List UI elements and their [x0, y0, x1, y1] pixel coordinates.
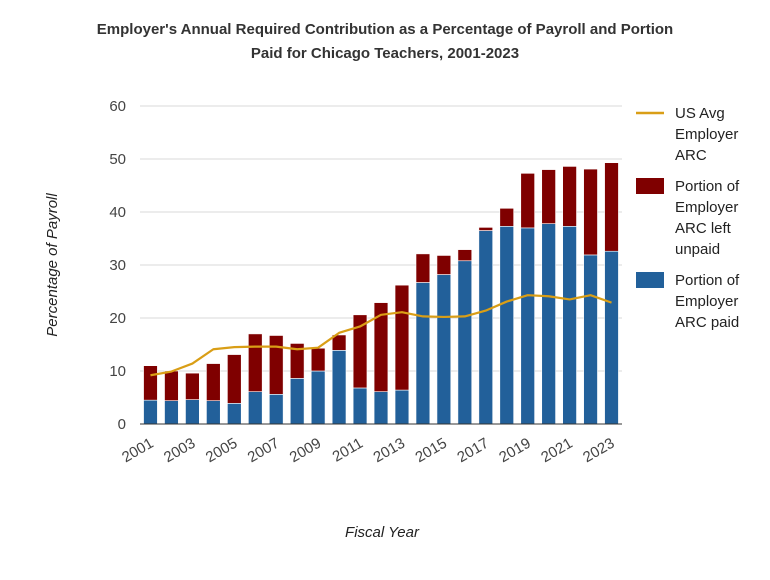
x-tick-label: 2005 [203, 435, 240, 466]
x-tick-label: 2021 [538, 435, 575, 466]
legend-swatch-unpaid [636, 178, 664, 194]
y-tick-label: 10 [109, 363, 126, 380]
bar-unpaid [227, 354, 242, 404]
y-axis-title: Percentage of Payroll [44, 193, 61, 337]
series-line-us-avg [150, 294, 612, 377]
legend-label-paid: Portion of Employer ARC paid [675, 272, 740, 331]
y-tick-label: 50 [109, 151, 126, 168]
bar-paid [269, 394, 284, 425]
legend-swatch-paid [636, 272, 664, 288]
chart-title-line-1: Employer's Annual Required Contribution … [96, 21, 674, 38]
x-tick-label: 2011 [330, 435, 366, 466]
bar-paid [541, 223, 556, 425]
chart-title-line-2: Paid for Chicago Teachers, 2001-2023 [250, 45, 520, 62]
x-tick-label: 2023 [580, 435, 617, 466]
bar-unpaid [604, 162, 619, 252]
x-tick-label: 2001 [119, 435, 156, 466]
line-layer [150, 294, 612, 377]
legend-label-us-avg: US Avg Employer ARC [675, 105, 738, 164]
x-tick-label: 2009 [287, 435, 324, 466]
bar-unpaid [352, 314, 368, 389]
x-axis-title: Fiscal Year [345, 524, 420, 541]
legend-item-paid: Portion of Employer ARC paid [636, 272, 740, 331]
bar-paid [499, 226, 514, 425]
x-tick-label: 2015 [412, 435, 449, 466]
legend-item-unpaid: Portion of Employer ARC left unpaid [636, 178, 740, 258]
legend-label-unpaid: Portion of Employer ARC left unpaid [675, 178, 740, 258]
bar-unpaid [206, 363, 221, 401]
bar-paid [415, 282, 431, 425]
bar-unpaid [562, 166, 577, 227]
bar-unpaid [310, 347, 326, 372]
x-tick-label: 2017 [454, 435, 491, 466]
bar-paid [143, 399, 158, 425]
legend: US Avg Employer ARC Portion of Employer ARC l… [636, 105, 740, 331]
bar-layer [143, 162, 619, 425]
bar-unpaid [248, 333, 263, 392]
y-tick-label: 60 [109, 98, 126, 115]
bar-unpaid [185, 372, 200, 400]
bar-paid [206, 400, 221, 425]
bar-paid [583, 254, 598, 425]
bar-paid [604, 250, 619, 425]
bar-paid [373, 391, 389, 425]
bar-unpaid [143, 365, 158, 401]
bar-paid [562, 226, 577, 425]
bar-paid [310, 370, 326, 425]
y-tick-label: 0 [118, 416, 126, 433]
bar-paid [520, 227, 535, 425]
bar-unpaid [520, 173, 535, 229]
x-tick-label: 2007 [245, 435, 282, 466]
bar-paid [331, 350, 347, 425]
y-tick-label: 20 [109, 310, 126, 327]
bar-unpaid [457, 249, 473, 262]
bar-paid [352, 387, 368, 425]
bar-unpaid [583, 168, 598, 256]
bar-unpaid [415, 253, 431, 283]
bar-paid [185, 399, 200, 425]
bar-paid [227, 403, 242, 425]
bar-paid [289, 378, 305, 425]
bar-unpaid [289, 343, 305, 379]
bar-unpaid [373, 302, 389, 392]
y-tick-label: 30 [109, 257, 126, 274]
bar-paid [248, 391, 263, 425]
bar-unpaid [478, 227, 493, 231]
bar-unpaid [164, 370, 179, 401]
y-tick-label: 40 [109, 204, 126, 221]
x-tick-label: 2003 [161, 435, 198, 466]
bar-paid [457, 260, 473, 425]
bar-unpaid [331, 334, 347, 351]
bar-paid [478, 230, 493, 425]
legend-item-us-avg: US Avg Employer ARC [636, 105, 738, 164]
bar-paid [164, 400, 179, 425]
x-tick-label: 2013 [371, 435, 408, 466]
bar-unpaid [394, 284, 410, 391]
bar-unpaid [436, 255, 452, 275]
bar-paid [394, 389, 410, 425]
chart-title: Employer's Annual Required Contribution … [40, 18, 730, 66]
bar-paid [436, 274, 452, 425]
x-tick-label: 2019 [496, 435, 533, 466]
bar-unpaid [541, 169, 556, 224]
bar-unpaid [499, 207, 514, 227]
bar-unpaid [269, 335, 284, 395]
